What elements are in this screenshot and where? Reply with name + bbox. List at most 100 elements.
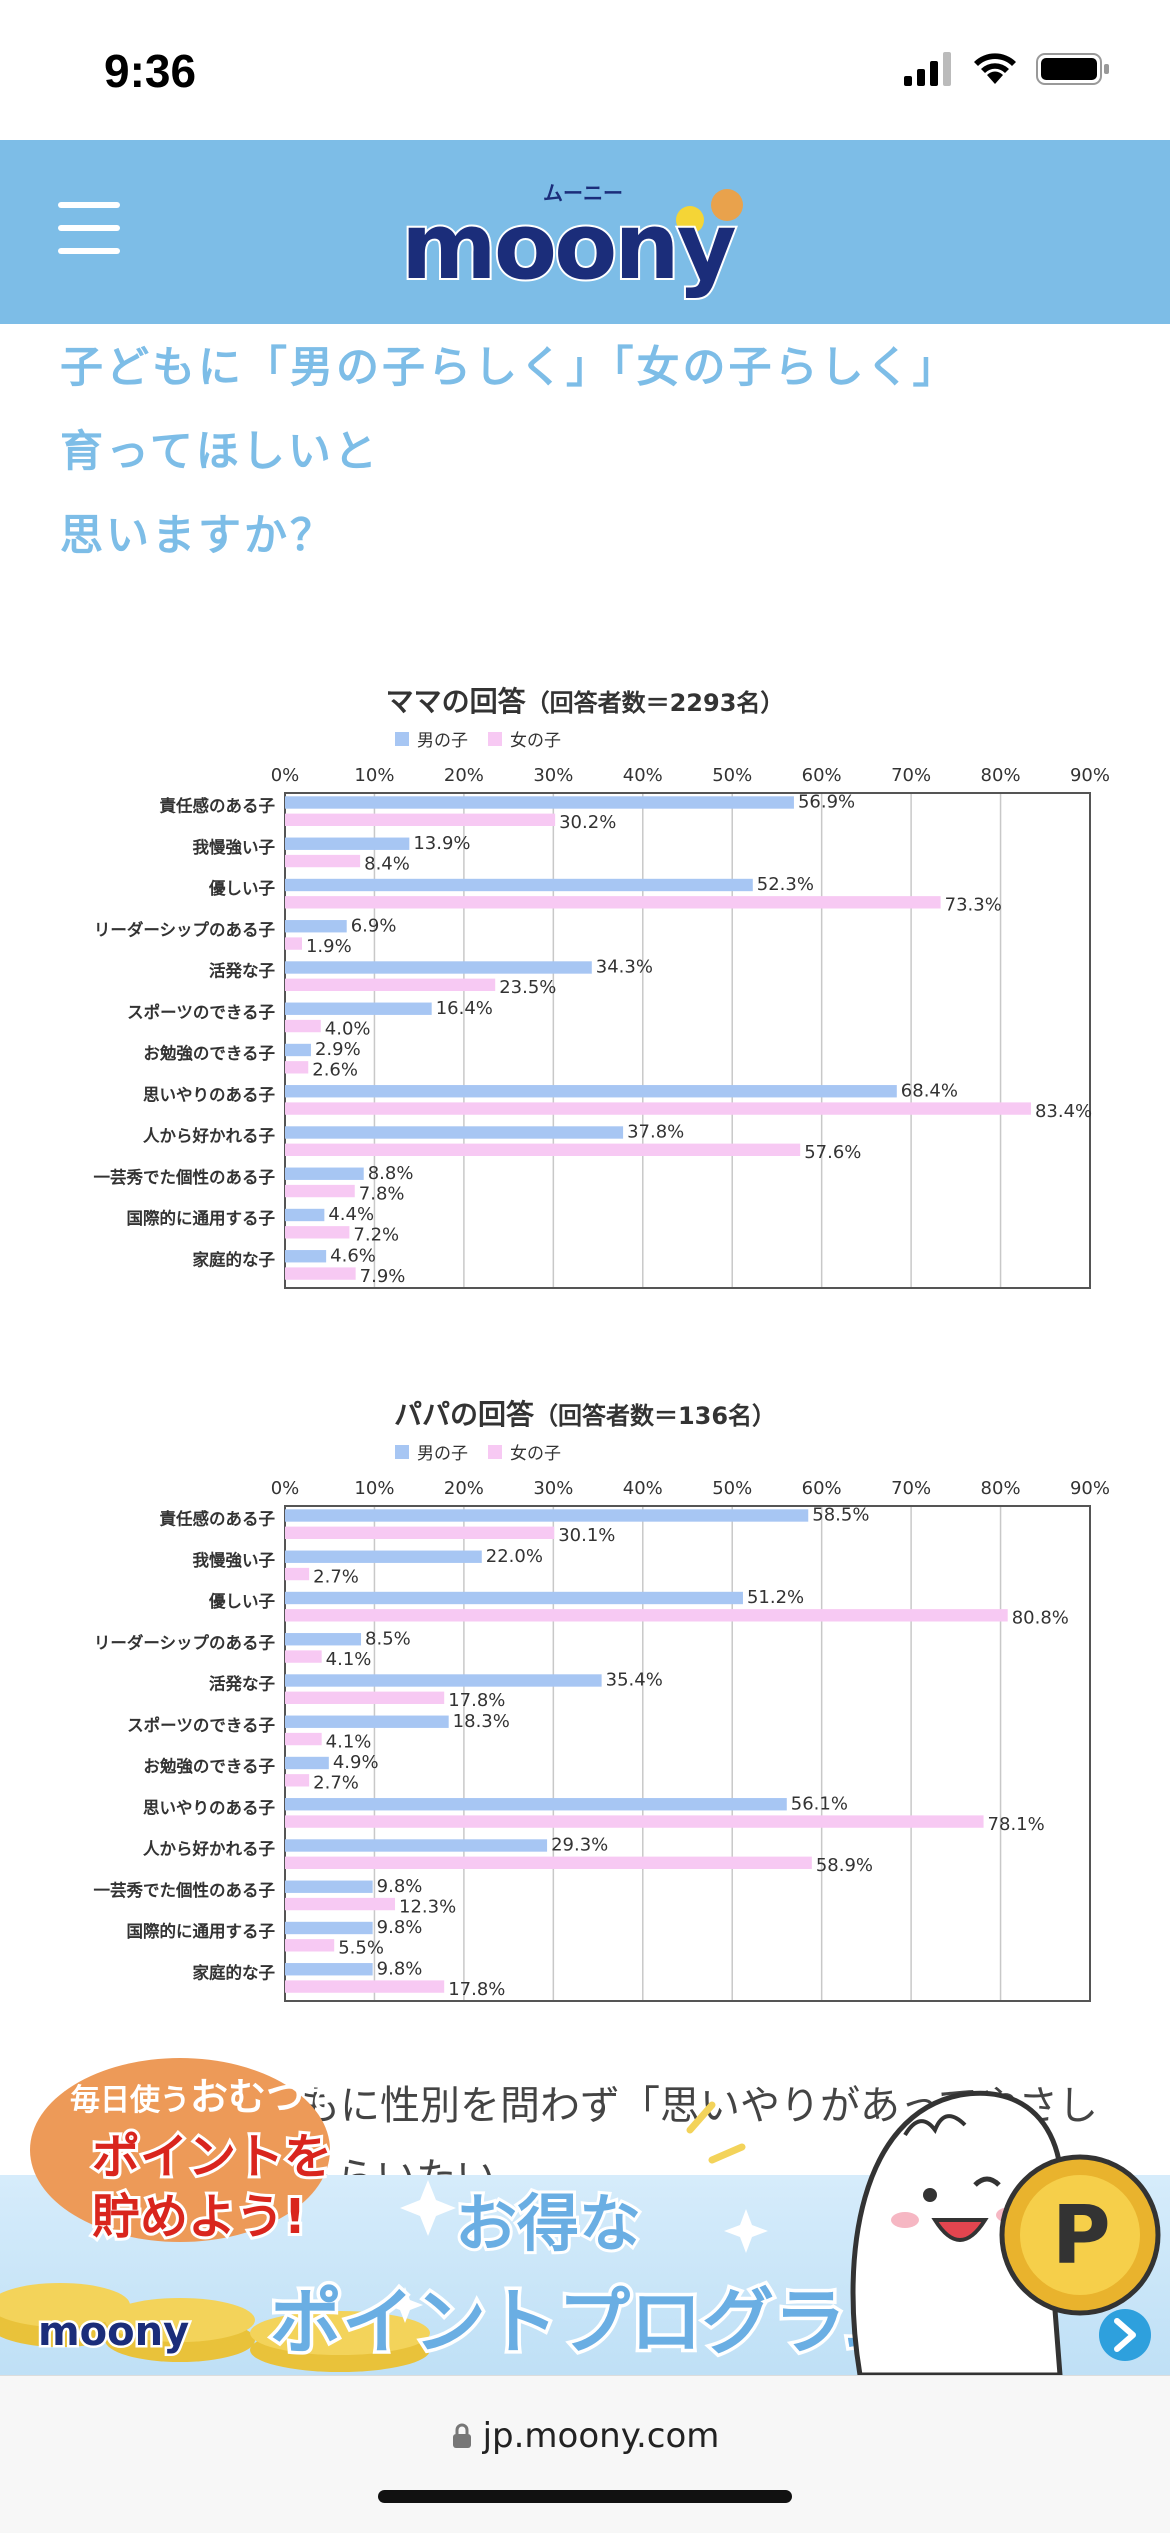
bar-boy: [285, 1715, 449, 1728]
data-label-girl: 7.8%: [359, 1183, 405, 1204]
point-coin-icon: P: [999, 2154, 1161, 2316]
data-label-boy: 6.9%: [351, 915, 397, 936]
chart-title-main: パパの回答: [393, 1398, 534, 1431]
bar-girl: [285, 1226, 350, 1239]
legend-item-girl: 女の子: [488, 1439, 561, 1464]
bar-boy: [285, 1674, 602, 1687]
chart-title-sub: （回答者数＝2293名）: [525, 689, 785, 717]
x-tick-label: 50%: [712, 765, 752, 786]
url-display[interactable]: jp.moony.com: [0, 2416, 1170, 2456]
data-label-girl: 57.6%: [804, 1142, 861, 1163]
logo-kana: ムーニー: [543, 181, 623, 205]
data-label-boy: 37.8%: [627, 1122, 684, 1143]
data-label-boy: 56.9%: [798, 792, 855, 813]
shine-lines-icon: [686, 2101, 746, 2164]
chart-title-main: ママの回答: [385, 685, 526, 718]
papa-chart: パパの回答（回答者数＝136名） 男の子 女の子 0% 10% 20% 30% 40% 5…: [0, 1393, 1170, 2013]
data-label-girl: 58.9%: [816, 1855, 873, 1876]
bar-girl: [285, 1980, 445, 1993]
category-label: 思いやりのある子: [143, 1085, 276, 1104]
category-label: リーダーシップのある子: [94, 919, 276, 939]
bar-girl: [285, 1691, 445, 1704]
data-label-boy: 2.9%: [315, 1039, 361, 1060]
lock-icon: [452, 2423, 471, 2448]
legend-swatch-boy: [395, 731, 409, 746]
data-label-boy: 4.6%: [330, 1245, 376, 1266]
bar-girl: [285, 1815, 984, 1828]
data-label-boy: 35.4%: [606, 1670, 663, 1691]
data-label-boy: 8.5%: [365, 1628, 411, 1649]
x-tick-label: 0%: [271, 765, 300, 786]
category-label: 活発な子: [209, 1674, 276, 1694]
data-label-boy: 34.3%: [596, 957, 653, 978]
bar-boy: [285, 1085, 897, 1098]
logo-text: moony: [401, 193, 736, 300]
bar-girl: [285, 896, 941, 909]
title-line: 子どもに「男の子らしく」「女の子らしく」: [60, 343, 959, 393]
browser-url-bar[interactable]: jp.moony.com: [0, 2375, 1170, 2533]
moony-logo[interactable]: ムーニー moony: [395, 170, 775, 300]
chart-plot: 0% 10% 20% 30% 40% 50% 60% 70% 80% 90% 責任感のある子 58.5…: [94, 1478, 1110, 2002]
bar-girl: [285, 1526, 555, 1539]
chart-title: パパの回答（回答者数＝136名）: [0, 1393, 1170, 1433]
legend-label: 男の子: [417, 1444, 468, 1464]
bar-girl: [285, 1019, 321, 1033]
banner-badge: [30, 2058, 330, 2242]
legend-swatch-girl: [488, 731, 502, 746]
category-label: お勉強のできる子: [143, 1756, 275, 1776]
bar-boy: [285, 796, 794, 809]
bar-boy: [285, 961, 592, 974]
data-label-girl: 5.5%: [338, 1938, 384, 1959]
bar-girl: [285, 1939, 335, 1952]
bar-girl: [285, 1897, 396, 1911]
data-label-girl: 4.1%: [326, 1731, 372, 1752]
legend-swatch-girl: [488, 1444, 502, 1459]
category-label: スポーツのできる子: [127, 1002, 275, 1022]
x-tick-label: 30%: [533, 1478, 573, 1499]
data-label-boy: 56.1%: [791, 1793, 848, 1814]
legend-label: 女の子: [510, 1444, 561, 1464]
category-label: リーダーシップのある子: [94, 1632, 276, 1652]
bar-girl: [285, 813, 556, 826]
chevron-right-icon: [1114, 2318, 1136, 2352]
category-label: 責任感のある子: [160, 1509, 276, 1529]
chart-legend: 男の子 女の子: [395, 1439, 561, 1464]
hamburger-line-icon: [58, 202, 120, 208]
plot-frame: [284, 1505, 1091, 2002]
category-label: 責任感のある子: [160, 796, 276, 816]
data-label-girl: 2.7%: [313, 1566, 359, 1587]
home-indicator[interactable]: [378, 2490, 792, 2503]
data-label-girl: 17.8%: [448, 1979, 505, 2000]
bar-girl: [285, 1732, 322, 1746]
data-label-girl: 7.2%: [353, 1225, 399, 1246]
category-label: 我慢強い子: [193, 1550, 276, 1570]
hamburger-line-icon: [58, 225, 120, 231]
data-label-girl: 8.4%: [364, 853, 410, 874]
status-bar: 9:36: [0, 0, 1170, 140]
status-icons: [904, 52, 1110, 86]
data-label-boy: 13.9%: [413, 833, 470, 854]
data-label-girl: 80.8%: [1012, 1608, 1069, 1629]
legend-item-boy: 男の子: [395, 726, 468, 751]
url-text: jp.moony.com: [482, 2416, 720, 2456]
data-label-boy: 9.8%: [377, 1958, 423, 1979]
data-label-girl: 7.9%: [360, 1266, 406, 1287]
category-label: 思いやりのある子: [143, 1798, 276, 1817]
x-tick-label: 60%: [802, 1478, 842, 1499]
data-label-boy: 58.5%: [812, 1505, 869, 1526]
point-program-banner[interactable]: 毎日使うおむつで ポイントを 貯めよう! moony お得な ポイントプログラム…: [0, 2055, 1170, 2375]
badge-line1: 毎日使うおむつで: [70, 2075, 334, 2119]
category-label: 一芸秀でた個性のある子: [94, 1167, 276, 1187]
menu-button[interactable]: [58, 202, 120, 254]
bar-boy: [285, 1509, 809, 1522]
x-tick-label: 10%: [354, 765, 394, 786]
bar-girl: [285, 1774, 310, 1787]
category-label: 我慢強い子: [193, 837, 276, 857]
sparkle-icon: [387, 2180, 768, 2323]
data-label-boy: 9.8%: [377, 1917, 423, 1938]
bar-girl: [285, 1856, 812, 1869]
status-time: 9:36: [104, 45, 197, 97]
hamburger-line-icon: [58, 248, 120, 254]
bar-boy: [285, 1839, 548, 1852]
banner-arrow-button[interactable]: [1099, 2309, 1151, 2361]
